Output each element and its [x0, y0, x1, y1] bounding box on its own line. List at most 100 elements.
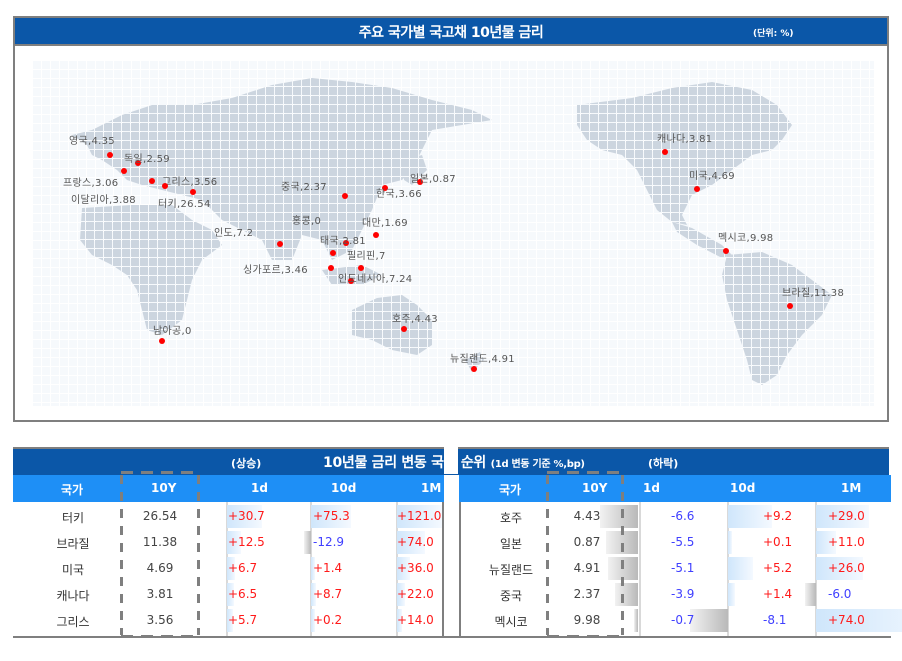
map-title-bar: 주요 국가별 국고채 10년물 금리 (단위: %) — [15, 18, 887, 46]
country-name: 중국 — [499, 589, 523, 603]
country-name: 캐나다 — [56, 589, 90, 603]
table-row[interactable]: 호주 4.43 -6.6 +9.2 +29.0 — [461, 504, 891, 530]
increase-bar — [311, 609, 315, 632]
table-row[interactable]: 터키 26.54 +30.7 +75.3 +121.0 — [13, 504, 442, 530]
change-d10: +5.2 — [763, 561, 793, 575]
map-marker-label: 중국,2.37 — [281, 182, 327, 193]
increase-bar — [816, 505, 869, 528]
map-marker-dot — [343, 240, 349, 246]
increase-bar — [397, 505, 442, 528]
map-marker-label: 홍콩,0 — [292, 216, 322, 227]
change-m1: +26.0 — [828, 561, 865, 575]
map-marker-dot — [149, 178, 155, 184]
col-country: 국가 — [61, 483, 84, 497]
change-m1: +22.0 — [397, 587, 434, 601]
map-marker-label: 싱가포르,3.46 — [243, 265, 308, 276]
ranking-title-text: 10년물 금리 변동 국가 순위 — [323, 455, 486, 471]
yield-10y: 4.43 — [573, 509, 601, 523]
change-d1: -6.6 — [671, 509, 695, 523]
world-map-tiles — [72, 78, 832, 385]
change-d1: +6.7 — [228, 561, 258, 575]
change-d10: +0.1 — [763, 535, 793, 549]
map-marker-dot — [787, 303, 793, 309]
increase-bar — [816, 609, 902, 632]
change-d10: +9.2 — [763, 509, 793, 523]
country-name: 멕시코 — [494, 615, 528, 629]
increase-bar — [227, 583, 234, 606]
map-marker-dot — [159, 338, 165, 344]
map-marker-label: 일본,0.87 — [410, 174, 456, 185]
falling-rows: 호주 4.43 -6.6 +9.2 +29.0 일본 0.87 -5.5 +0.1 +11.0 뉴질… — [459, 502, 902, 638]
change-d1: -3.9 — [671, 587, 695, 601]
ranking-panel: (상승) 10년물 금리 변동 국가 순위 (1d 변동 기준 %,bp) (하… — [13, 447, 902, 638]
table-row[interactable]: 캐나다 3.81 +6.5 +8.7 +22.0 — [13, 582, 442, 608]
rising-rows: 터키 26.54 +30.7 +75.3 +121.0 브라질 11.38 +12.5 -12.… — [13, 502, 444, 638]
table-gap — [444, 447, 458, 474]
increase-bar — [227, 531, 241, 554]
map-marker-label: 캐나다,3.81 — [657, 134, 713, 145]
table-row[interactable]: 중국 2.37 -3.9 +1.4 -6.0 — [461, 582, 891, 608]
central-america-shape — [672, 222, 732, 258]
map-marker-label: 그리스,3.56 — [162, 177, 218, 188]
map-marker-dot — [694, 186, 700, 192]
map-marker-dot — [190, 189, 196, 195]
increase-bar — [816, 557, 863, 580]
increase-bar — [227, 505, 262, 528]
yield-10y: 9.98 — [573, 613, 601, 627]
col-1d: 1d — [643, 481, 660, 495]
country-name: 브라질 — [56, 537, 90, 551]
highlight-10y-top — [121, 471, 199, 474]
change-m1: +121.0 — [397, 509, 442, 523]
country-name: 뉴질랜드 — [488, 563, 534, 577]
change-d10: +1.4 — [763, 587, 793, 601]
col-10d: 10d — [331, 481, 357, 495]
increase-bar — [397, 609, 402, 632]
map-marker-dot — [135, 160, 141, 166]
table-row[interactable]: 일본 0.87 -5.5 +0.1 +11.0 — [461, 530, 891, 556]
new-zealand-shape — [465, 352, 484, 372]
map-marker-label: 필리핀,7 — [347, 251, 386, 262]
map-marker-dot — [373, 232, 379, 238]
decrease-bar — [805, 583, 816, 606]
change-m1: +74.0 — [828, 613, 865, 627]
map-marker-dot — [328, 265, 334, 271]
yield-10y: 4.69 — [146, 561, 174, 575]
col-10d: 10d — [730, 481, 756, 495]
increase-bar — [311, 557, 315, 580]
yield-10y: 11.38 — [142, 535, 178, 549]
fall-label: (하락) — [648, 457, 679, 470]
change-d1: -5.5 — [671, 535, 695, 549]
change-d10: +0.2 — [313, 613, 343, 627]
map-marker-label: 브라질,11.38 — [782, 288, 845, 299]
table-row[interactable]: 미국 4.69 +6.7 +1.4 +36.0 — [13, 556, 442, 582]
highlight-10y-bottom — [547, 635, 623, 638]
table-row[interactable]: 멕시코 9.98 -0.7 -8.1 +74.0 — [461, 608, 902, 634]
yield-10y: 0.87 — [573, 535, 601, 549]
rising-table-header: 국가 10Y 1d 10d 1M — [13, 475, 444, 502]
map-marker-dot — [723, 248, 729, 254]
decrease-bar — [690, 609, 728, 632]
col-country: 국가 — [499, 483, 522, 497]
increase-bar — [227, 557, 235, 580]
yield-10y: 3.56 — [146, 613, 174, 627]
increase-bar — [728, 531, 732, 554]
map-marker-dot — [382, 185, 388, 191]
decrease-bar — [634, 609, 638, 632]
country-name: 미국 — [61, 563, 85, 577]
africa-shape — [80, 205, 222, 335]
change-m1: +74.0 — [397, 535, 434, 549]
change-m1: +36.0 — [397, 561, 434, 575]
increase-bar — [397, 531, 425, 554]
change-d10: -12.9 — [313, 535, 345, 549]
table-row[interactable]: 브라질 11.38 +12.5 -12.9 +74.0 — [13, 530, 442, 556]
change-d10: -8.1 — [763, 613, 787, 627]
change-d1: +12.5 — [228, 535, 265, 549]
table-row[interactable]: 그리스 3.56 +5.7 +0.2 +14.0 — [13, 608, 442, 634]
indonesia-shape — [322, 265, 382, 285]
table-row[interactable]: 뉴질랜드 4.91 -5.1 +5.2 +26.0 — [461, 556, 891, 582]
australia-shape — [352, 295, 432, 355]
map-marker-label: 뉴질랜드,4.91 — [450, 354, 515, 365]
change-m1: +14.0 — [397, 613, 434, 627]
increase-bar — [227, 609, 233, 632]
south-america-shape — [722, 252, 832, 385]
